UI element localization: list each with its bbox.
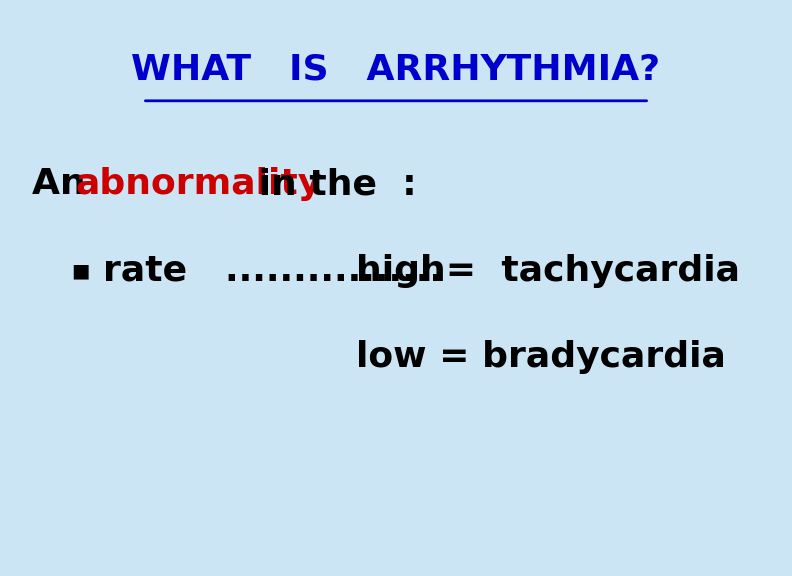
Text: low = bradycardia: low = bradycardia (356, 340, 726, 374)
Text: WHAT   IS   ARRHYTHMIA?: WHAT IS ARRHYTHMIA? (131, 52, 661, 86)
Text: An: An (32, 167, 98, 202)
Text: in the  :: in the : (246, 167, 416, 202)
Text: rate   ................: rate ................ (103, 253, 443, 288)
Text: ■: ■ (71, 262, 89, 280)
Text: high=  tachycardia: high= tachycardia (356, 253, 741, 288)
Text: abnormality: abnormality (75, 167, 322, 202)
